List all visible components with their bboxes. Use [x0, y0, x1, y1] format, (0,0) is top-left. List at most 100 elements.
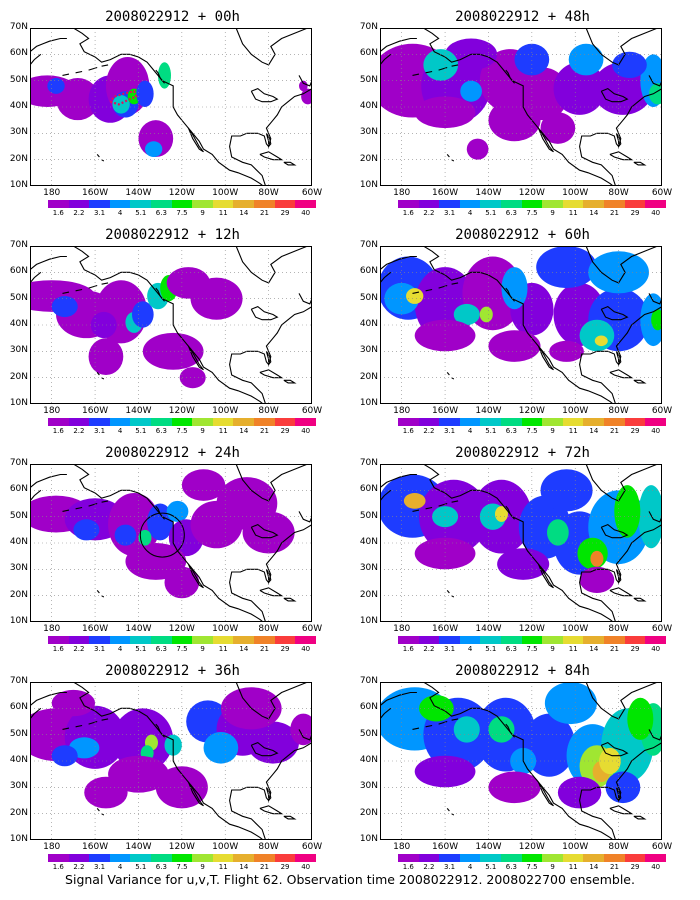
variance-contour [553, 62, 606, 115]
lat-label: 50N [359, 510, 378, 521]
lat-label: 40N [9, 755, 28, 765]
variance-contour [147, 503, 174, 541]
colorbar-swatch [418, 636, 440, 644]
coastline [451, 813, 455, 816]
colorbar-label: 21 [259, 863, 269, 871]
lon-label: 140W [475, 406, 502, 416]
colorbar-swatch [254, 854, 275, 862]
coastline [88, 720, 98, 725]
colorbar-label: 40 [301, 427, 311, 435]
colorbar-label: 5.1 [135, 863, 147, 871]
variance-contour [605, 771, 641, 804]
coastline [75, 506, 83, 510]
colorbar [48, 418, 316, 426]
lon-label: 140W [475, 624, 502, 634]
colorbar-swatch [480, 636, 502, 644]
coastline [423, 682, 615, 840]
coastline [259, 151, 284, 161]
coastline [425, 724, 433, 728]
colorbar-label: 40 [301, 645, 311, 653]
colorbar-label: 29 [630, 863, 640, 871]
colorbar-label: 40 [301, 863, 311, 871]
coastline [75, 724, 83, 728]
coastline [96, 590, 100, 594]
lon-label: 120W [518, 624, 545, 634]
variance-contour [514, 43, 550, 76]
colorbar-label: 11 [568, 209, 578, 217]
variance-contour [627, 697, 654, 740]
colorbar-swatch [542, 200, 563, 208]
coastline [259, 587, 284, 597]
colorbar-label: 7.5 [526, 863, 538, 871]
colorbar-swatch [254, 636, 275, 644]
lat-label: 30N [9, 127, 28, 138]
lat-label: 20N [359, 589, 378, 600]
colorbar-label: 2.2 [423, 427, 435, 435]
panel-title: 2008022912 + 36h [105, 663, 240, 679]
lat-label: 70N [9, 22, 28, 32]
variance-contour [414, 319, 476, 352]
colorbar-label: 29 [630, 645, 640, 653]
map-area [380, 464, 662, 622]
variance-contour [460, 80, 482, 102]
coastline [101, 595, 105, 598]
coastline [73, 464, 265, 622]
map-frame [30, 464, 312, 622]
lat-label: 50N [359, 292, 378, 303]
variance-contour [164, 566, 200, 599]
map-area [380, 28, 662, 186]
coastline [30, 489, 42, 502]
coastline [633, 815, 647, 820]
map-svg [30, 464, 312, 622]
coastline [30, 707, 42, 720]
coastline [423, 246, 615, 404]
colorbar-swatch [480, 200, 502, 208]
variance-field [30, 246, 312, 404]
map-frame [380, 28, 662, 186]
colorbar-swatch [233, 854, 255, 862]
map-frame [30, 682, 312, 840]
colorbar-label: 5.1 [485, 863, 497, 871]
colorbar-label: 9 [550, 427, 555, 435]
variance-contour [488, 99, 541, 142]
variance-contour [131, 301, 154, 328]
colorbar-label: 6.3 [505, 863, 517, 871]
colorbar-label: 2.2 [73, 863, 85, 871]
coastline [88, 502, 98, 507]
colorbar-label: 29 [280, 863, 290, 871]
colorbar-label: 29 [280, 427, 290, 435]
lat-label: 40N [359, 755, 378, 765]
coastline [451, 159, 455, 162]
variance-contour [406, 288, 424, 304]
lat-label: 60N [9, 266, 28, 277]
lon-label: 60W [301, 188, 323, 198]
colorbar-swatch [398, 418, 419, 426]
colorbar-label: 9 [200, 209, 205, 217]
map-frame [380, 682, 662, 840]
lat-label: 30N [359, 781, 378, 792]
coastline [62, 727, 70, 730]
panel-title: 2008022912 + 24h [105, 445, 240, 461]
colorbar-label: 5.1 [135, 427, 147, 435]
coastline [585, 28, 658, 66]
coastline [451, 64, 459, 67]
coastline [648, 75, 662, 87]
variance-contour [579, 319, 615, 352]
colorbar-label: 9 [550, 645, 555, 653]
lon-label: 160W [432, 406, 459, 416]
panel-title: 2008022912 + 72h [455, 445, 590, 461]
colorbar-label: 11 [568, 645, 578, 653]
coastline [579, 742, 662, 840]
coastline [446, 590, 450, 594]
coastline [585, 464, 658, 502]
colorbar-swatch [295, 418, 316, 426]
variance-contour [488, 716, 515, 743]
coastline [30, 691, 67, 707]
coastline [412, 509, 420, 512]
map-svg [380, 682, 662, 840]
lat-label: 30N [9, 345, 28, 356]
coastline [265, 569, 272, 585]
colorbar-swatch [171, 636, 193, 644]
coastline [250, 741, 279, 757]
lon-label: 120W [168, 188, 195, 198]
